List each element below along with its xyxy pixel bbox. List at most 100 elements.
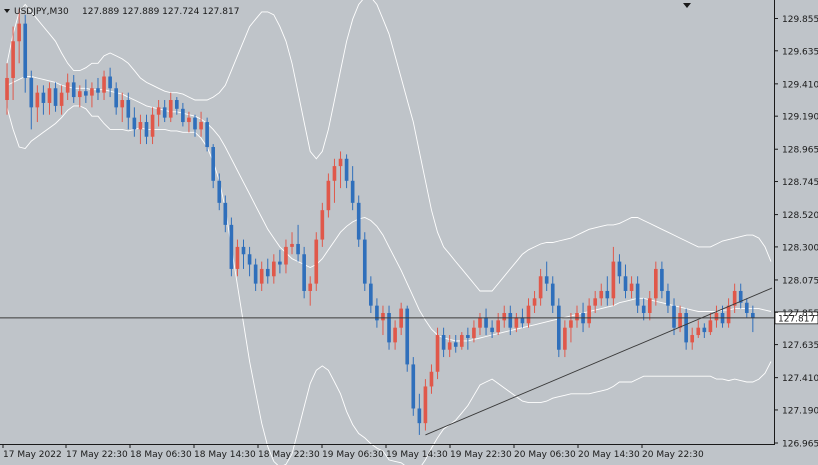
candle-body xyxy=(96,88,100,93)
candle-body xyxy=(563,327,567,350)
candle-body xyxy=(732,290,737,306)
candle-body xyxy=(423,386,428,424)
candle-body xyxy=(478,317,482,328)
candle-body xyxy=(114,88,118,108)
candle-body xyxy=(405,308,410,365)
candle-body xyxy=(90,88,94,96)
candle-body xyxy=(393,327,397,343)
candle-body xyxy=(538,276,543,299)
candle-body xyxy=(35,92,40,108)
candle-body xyxy=(223,202,228,225)
bollinger-upper-line xyxy=(6,0,772,292)
candle-body xyxy=(181,108,185,123)
candle-body xyxy=(235,246,240,269)
candle-body xyxy=(126,100,131,118)
candle-body xyxy=(453,342,458,347)
x-axis-ticks: 17 May 2022 17 May 22:30 18 May 06:30 18 Ma… xyxy=(2,444,704,460)
candle-body xyxy=(751,313,755,318)
candle-body xyxy=(678,313,682,328)
candle-body xyxy=(138,122,143,130)
candle-body xyxy=(635,283,640,306)
y-tick-label: 128.520 xyxy=(782,211,818,221)
candle-body xyxy=(684,313,688,343)
candle-body xyxy=(71,82,76,98)
candle-body xyxy=(120,100,125,108)
candle-body xyxy=(605,290,610,299)
candle-body xyxy=(174,100,179,109)
candle-body xyxy=(429,371,434,387)
shift-marker-icon[interactable] xyxy=(683,3,691,8)
candle-body xyxy=(387,313,391,343)
candle-body xyxy=(47,88,52,103)
candle-body xyxy=(314,239,319,284)
candle-body xyxy=(417,408,422,424)
candle-body xyxy=(265,268,270,277)
candle-body xyxy=(447,342,452,350)
y-tick-label: 127.855 xyxy=(782,309,818,319)
chart-header: USDJPY,M30 127.889 127.889 127.724 127.8… xyxy=(4,7,239,17)
candle-body xyxy=(738,290,743,303)
candle-body xyxy=(617,261,622,277)
candle-body xyxy=(508,313,513,328)
candle-body xyxy=(356,202,361,240)
candle-body xyxy=(150,114,155,137)
candle-body xyxy=(575,313,579,321)
candle-body xyxy=(435,335,440,372)
candle-body xyxy=(29,77,34,108)
candle-body xyxy=(484,317,488,328)
candle-body xyxy=(211,147,216,181)
candle-body xyxy=(326,180,331,211)
candle-body xyxy=(550,283,555,306)
x-tick-label: 19 May 22:30 xyxy=(450,450,512,460)
x-tick-label: 20 May 06:30 xyxy=(514,450,576,460)
candle-body xyxy=(5,77,9,101)
candle-body xyxy=(241,246,246,255)
x-tick-label: 17 May 2022 xyxy=(3,450,62,460)
candle-body xyxy=(308,283,313,291)
y-tick-label: 128.300 xyxy=(782,243,818,253)
candle-body xyxy=(108,76,112,89)
candle-body xyxy=(708,320,713,333)
trendline[interactable] xyxy=(425,287,773,436)
bollinger-middle-line xyxy=(6,76,772,342)
candle-body xyxy=(490,327,494,333)
candle-body xyxy=(441,335,446,350)
candle-body xyxy=(217,180,222,203)
candle-body xyxy=(496,320,500,333)
menu-triangle-icon[interactable] xyxy=(4,9,10,13)
y-tick-label: 128.965 xyxy=(782,146,818,156)
candle-body xyxy=(320,210,325,240)
candle-body xyxy=(629,283,634,291)
candle-body xyxy=(247,254,252,265)
candle-body xyxy=(520,317,525,324)
candle-body xyxy=(23,23,28,78)
candle-body xyxy=(332,166,337,181)
candle-body xyxy=(532,298,537,306)
candle-body xyxy=(144,122,149,137)
y-tick-label: 126.965 xyxy=(782,440,818,450)
y-tick-label: 127.635 xyxy=(782,341,818,351)
trendline-layer[interactable] xyxy=(425,287,773,436)
candle-body xyxy=(253,264,258,284)
candle-body xyxy=(17,23,21,42)
y-tick-label: 127.410 xyxy=(782,374,818,384)
candle-body xyxy=(672,305,676,328)
y-tick-label: 127.190 xyxy=(782,406,818,416)
candle-body xyxy=(296,243,300,255)
candle-body xyxy=(65,82,70,93)
candle-body xyxy=(666,290,670,306)
candle-body xyxy=(77,91,82,98)
candle-body xyxy=(338,158,343,167)
candle-body xyxy=(11,41,15,78)
candle-body xyxy=(205,122,209,148)
candle-body xyxy=(526,305,531,324)
candle-body xyxy=(466,335,470,338)
candle-body xyxy=(344,158,349,181)
candle-body xyxy=(375,305,379,321)
candle-body xyxy=(229,224,234,269)
candle-body xyxy=(611,261,616,299)
y-tick-label: 128.075 xyxy=(782,276,818,286)
candle-body xyxy=(84,91,88,96)
